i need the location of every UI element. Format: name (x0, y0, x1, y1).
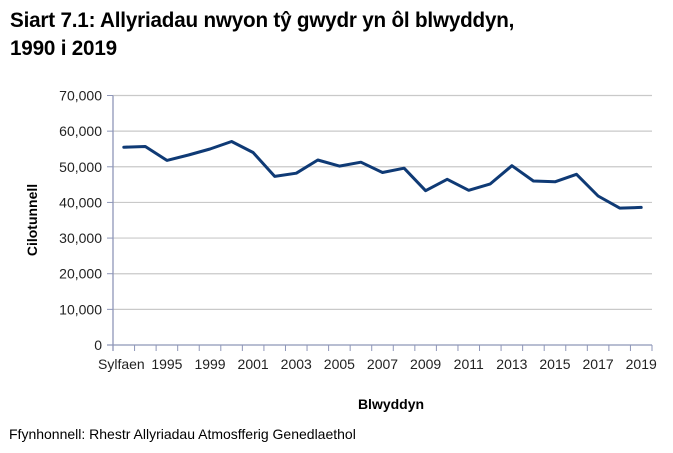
chart-title-line-2: 1990 i 2019 (10, 36, 117, 60)
x-tick-label: 2015 (539, 356, 570, 372)
y-tick-label: 70,000 (59, 88, 102, 104)
x-tick-label: 2011 (454, 356, 484, 372)
y-tick-label: 20,000 (59, 266, 102, 282)
x-tick-label: 2009 (410, 356, 441, 372)
x-tick-label: 2019 (626, 356, 657, 372)
y-tick-label: 30,000 (59, 230, 102, 246)
y-tick-label: 10,000 (59, 301, 102, 317)
gridlines (113, 94, 652, 310)
x-tick-label: 2007 (367, 356, 398, 372)
y-tick-label: 0 (94, 337, 102, 353)
y-tick-label: 40,000 (59, 194, 102, 210)
y-tick-label: 50,000 (59, 159, 102, 175)
y-axis: 0 10,000 20,000 30,000 40,000 50,000 60,000 70,… (59, 88, 114, 353)
x-axis-title: Blwyddyn (358, 396, 424, 412)
source-note: Ffynhonnell: Rhestr Allyriadau Atmosffer… (9, 426, 356, 442)
y-axis-title: Cilotunnell (24, 184, 40, 256)
data-line (122, 140, 643, 210)
chart-title: Siart 7.1: Allyriadau nwyon tŷ gwydr yn … (10, 6, 644, 62)
x-axis: Sylfaen 1995 1999 2001 2003 2005 2007 2009 2011 2… (98, 344, 657, 372)
x-tick-label: 1995 (151, 356, 182, 372)
x-tick-label: Sylfaen (98, 356, 145, 372)
x-tick-label: 2013 (496, 356, 527, 372)
y-tick-label: 60,000 (59, 123, 102, 139)
x-tick-label: 1999 (194, 356, 225, 372)
chart-title-line-1: Siart 7.1: Allyriadau nwyon tŷ gwydr yn … (10, 8, 515, 32)
x-tick-label: 2005 (324, 356, 355, 372)
x-tick-label: 2001 (238, 356, 269, 372)
x-tick-label: 2017 (583, 356, 614, 372)
x-tick-label: 2003 (281, 356, 312, 372)
